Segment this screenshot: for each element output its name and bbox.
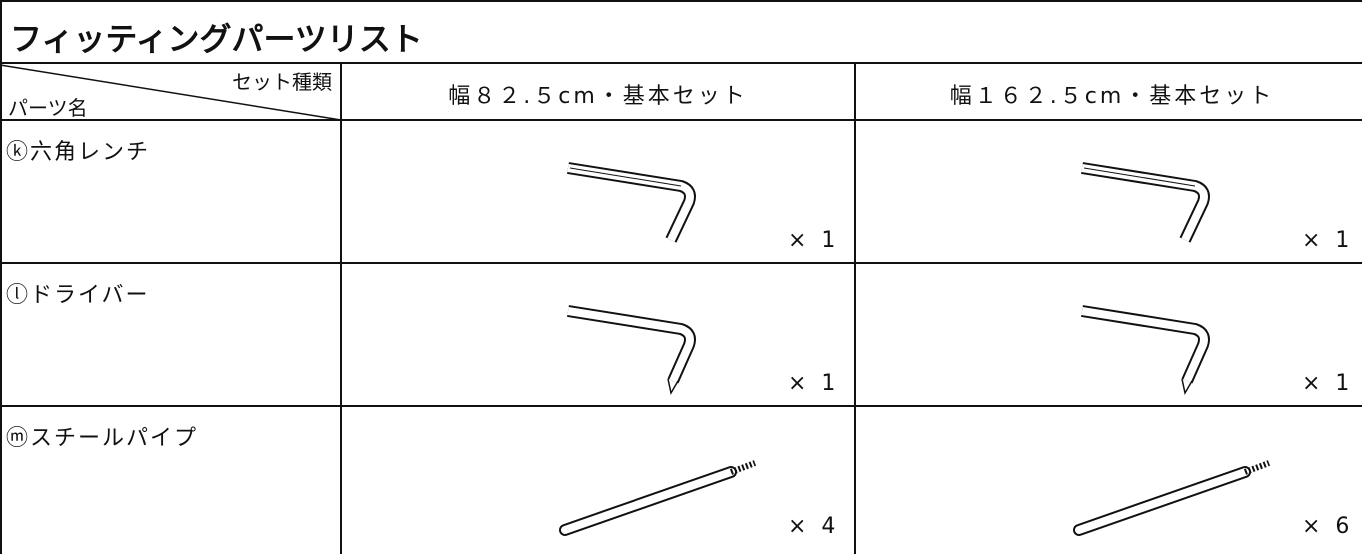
part-name: ⓚ六角レンチ (6, 140, 151, 165)
quantity: × 1 (788, 371, 840, 396)
part-name: ⓜスチールパイプ (6, 426, 199, 451)
quantity: × 1 (1302, 228, 1354, 253)
corner-top: セット種類 (232, 70, 332, 94)
quantity: × 6 (1302, 514, 1354, 539)
part-name: ⓛドライバー (6, 283, 150, 308)
icons (565, 168, 1269, 530)
title: フィッティングパーツリスト (10, 20, 423, 58)
column-header: 幅８２.５cm・基本セット (448, 84, 748, 109)
quantity: × 1 (788, 228, 840, 253)
quantity: × 1 (1302, 371, 1354, 396)
corner-bottom: パーツ名 (8, 96, 88, 120)
column-header: 幅１６２.５cm・基本セット (949, 84, 1275, 109)
quantity: × 4 (788, 514, 840, 539)
